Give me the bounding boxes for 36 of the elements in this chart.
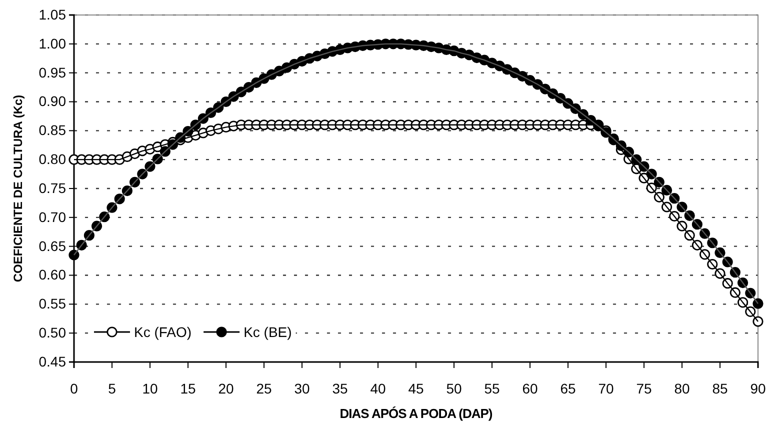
x-tick-label: 25 [256,380,272,396]
y-tick-label: 1.05 [38,6,66,22]
y-tick-label: 0.95 [38,64,66,80]
x-tick-label: 40 [370,380,386,396]
x-tick-label: 15 [180,380,196,396]
y-tick-label: 0.45 [38,353,66,370]
x-tick-label: 70 [598,380,614,396]
y-tick-label: 0.75 [38,180,66,196]
x-tick-label: 30 [294,380,310,396]
y-tick-label: 0.50 [38,324,66,341]
x-tick-label: 45 [408,380,424,396]
legend-label: Kc (FAO) [134,324,192,340]
x-tick-label: 50 [446,380,462,396]
x-tick-label: 5 [108,380,116,396]
y-tick-label: 0.70 [38,208,66,225]
x-axis-title: DIAS APÓS A PODA (DAP) [340,406,492,421]
x-tick-label: 85 [712,380,728,396]
y-tick-label: 0.90 [38,93,66,110]
x-tick-label: 20 [218,380,234,396]
legend-label: Kc (BE) [244,324,292,340]
y-tick-label: 0.85 [38,122,66,138]
x-tick-label: 80 [674,380,690,396]
x-tick-label: 55 [484,380,500,396]
x-tick-label: 60 [522,380,538,396]
y-tick-label: 0.80 [38,151,66,168]
y-axis-title: COEFICIENTE DE CULTURA (Kc) [11,94,25,282]
x-tick-label: 65 [560,380,576,396]
x-tick-label: 35 [332,380,348,396]
x-tick-label: 75 [636,380,652,396]
x-tick-label: 0 [70,380,78,396]
y-tick-label: 0.55 [38,296,66,312]
y-tick-label: 0.60 [38,266,66,283]
y-tick-label: 1.00 [38,35,66,52]
x-tick-label: 90 [750,380,766,396]
x-tick-label: 10 [142,380,158,396]
y-tick-label: 0.65 [38,238,66,254]
